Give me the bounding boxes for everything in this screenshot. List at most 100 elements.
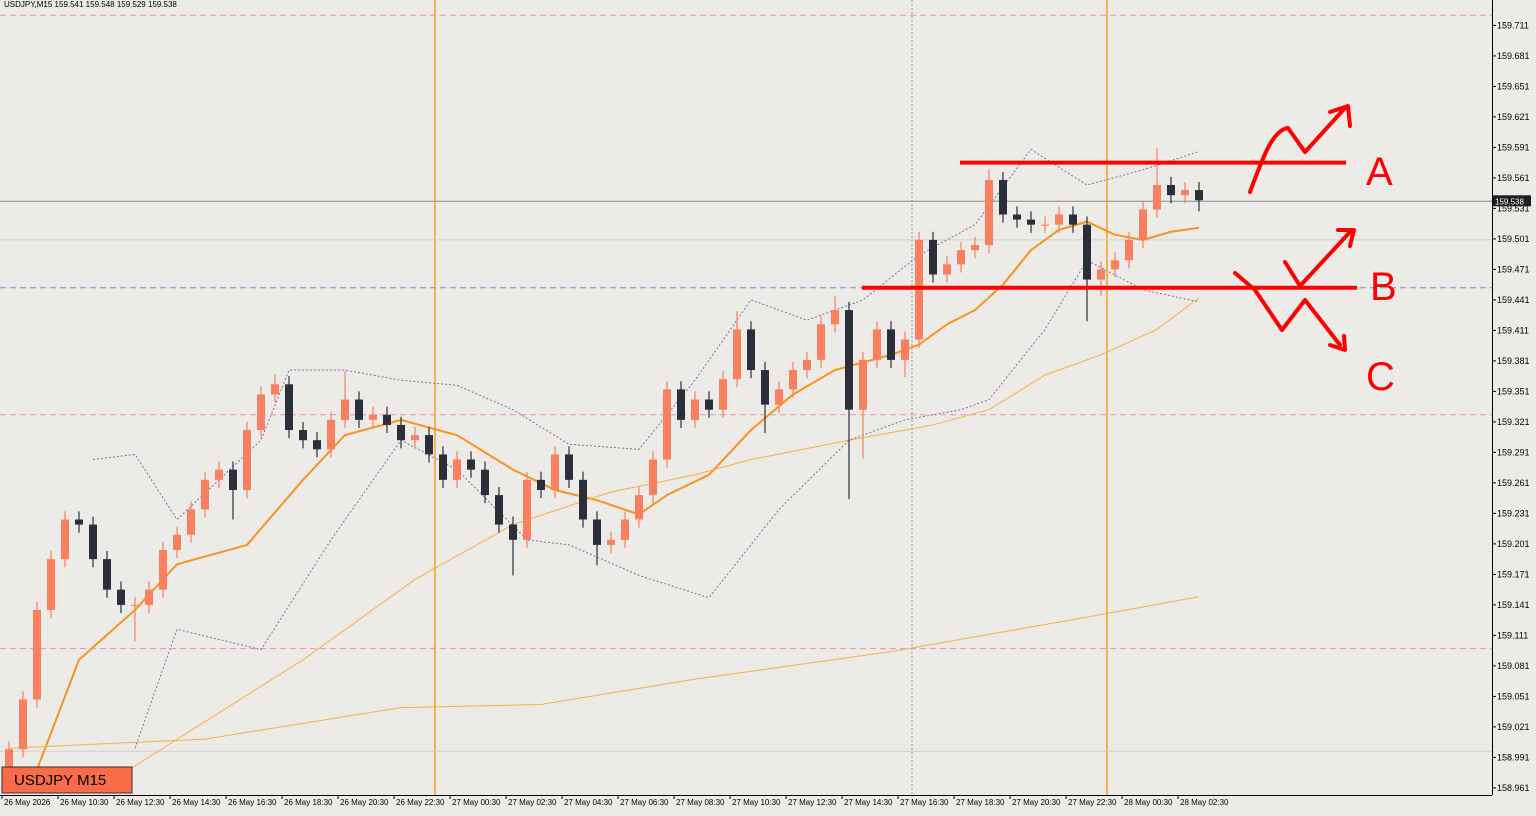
arrowhead [1336, 228, 1356, 248]
candle-body [397, 424, 405, 441]
candle-body [831, 310, 839, 325]
header: USDJPY,M15 159.541 159.548 159.529 159.5… [4, 0, 177, 9]
candle-body [229, 469, 237, 491]
candle-body [75, 519, 83, 525]
candle-body [873, 329, 881, 360]
y-tick-label: 158.961 [1497, 783, 1530, 793]
candle-body [1041, 224, 1049, 226]
x-tick-label: 27 May 22:30 [1068, 798, 1117, 807]
candle-body [509, 524, 517, 540]
candle-body [1111, 260, 1119, 270]
candle-body [327, 419, 335, 450]
candle-body [117, 589, 125, 605]
candle-body [215, 469, 223, 480]
candle-body [1013, 214, 1021, 220]
candle-body [803, 359, 811, 371]
x-tick-label: 27 May 10:30 [732, 798, 781, 807]
x-tick-label: 26 May 10:30 [60, 798, 109, 807]
candle-body [607, 539, 615, 545]
candle-body [425, 435, 433, 455]
x-tick-label: 27 May 08:30 [676, 798, 725, 807]
candle-body [33, 609, 41, 700]
candle-body [19, 699, 27, 750]
candle-body [103, 559, 111, 590]
y-tick-label: 159.081 [1497, 661, 1530, 671]
candle-body [719, 379, 727, 410]
y-tick-label: 159.021 [1497, 722, 1530, 732]
y-tick-label: 159.321 [1497, 417, 1530, 427]
x-tick-label: 26 May 14:30 [172, 798, 221, 807]
candle-body [593, 519, 601, 545]
candle-body [243, 430, 251, 491]
y-tick-label: 159.261 [1497, 478, 1530, 488]
symbol-box [1, 766, 133, 794]
candle-body [411, 435, 419, 441]
annotation: C [1366, 355, 1395, 399]
candle-body [61, 519, 69, 560]
y-tick-label: 159.111 [1497, 630, 1528, 640]
candle-body [649, 459, 657, 496]
candle-body [439, 454, 447, 480]
y-tick-label: 159.591 [1497, 142, 1530, 152]
y-tick-label: 158.991 [1497, 752, 1530, 762]
candle-body [761, 370, 769, 405]
candle-body [1125, 239, 1133, 261]
candle-body [523, 479, 531, 540]
candle-body [313, 440, 321, 450]
candle-body [663, 389, 671, 460]
moving-average [92, 148, 1200, 521]
candle-body [579, 479, 587, 520]
x-tick-label: 27 May 16:30 [900, 798, 949, 807]
candle-body [341, 399, 349, 420]
y-tick-label: 159.681 [1497, 51, 1530, 61]
y-tick-label: 159.381 [1497, 356, 1530, 366]
candle-body [537, 479, 545, 491]
candle-body [943, 264, 951, 275]
candle-body [901, 339, 909, 360]
candle-body [89, 524, 97, 560]
candle-body [621, 519, 629, 540]
hand-drawing [1233, 104, 1356, 352]
x-tick-label: 27 May 18:30 [956, 798, 1005, 807]
candle-body [5, 749, 13, 769]
y-tick-label: 159.231 [1497, 508, 1530, 518]
candle-body [173, 534, 181, 550]
candle-body [299, 430, 307, 441]
candle-body [971, 245, 979, 251]
candle-body [257, 394, 265, 431]
arrowhead [1328, 104, 1352, 128]
candle-body [495, 495, 503, 525]
y-tick-label: 159.411 [1497, 325, 1529, 335]
annotation: A [1366, 150, 1393, 194]
arrowhead [1328, 334, 1347, 352]
candle-body [817, 324, 825, 360]
candle-body [1027, 219, 1035, 225]
candle-body [1181, 190, 1189, 196]
y-tick-label: 159.651 [1497, 81, 1530, 91]
candle-body [677, 389, 685, 420]
x-tick-label: 28 May 00:30 [1124, 798, 1173, 807]
arrow-down [1233, 271, 1342, 347]
candle-body [369, 414, 377, 420]
candle-body [1069, 214, 1077, 225]
candle-body [859, 359, 867, 410]
y-tick-label: 159.291 [1497, 447, 1530, 457]
x-tick-label: 27 May 04:30 [564, 798, 613, 807]
moving-average [36, 220, 1200, 770]
y-tick-label: 159.201 [1497, 539, 1530, 549]
y-tick-label: 159.171 [1497, 569, 1530, 579]
x-tick-label: 26 May 12:30 [116, 798, 165, 807]
candle-body [551, 454, 559, 491]
candle-body [929, 239, 937, 275]
candle-body [355, 399, 363, 420]
candle-body [1195, 190, 1203, 201]
current-price-box [1493, 195, 1531, 207]
candle-body [845, 310, 853, 410]
candle-body [747, 329, 755, 371]
y-tick-label: 159.441 [1497, 295, 1530, 305]
x-tick-label: 27 May 20:30 [1012, 798, 1061, 807]
x-tick-label: 26 May 20:30 [340, 798, 389, 807]
candle-body [985, 179, 993, 246]
